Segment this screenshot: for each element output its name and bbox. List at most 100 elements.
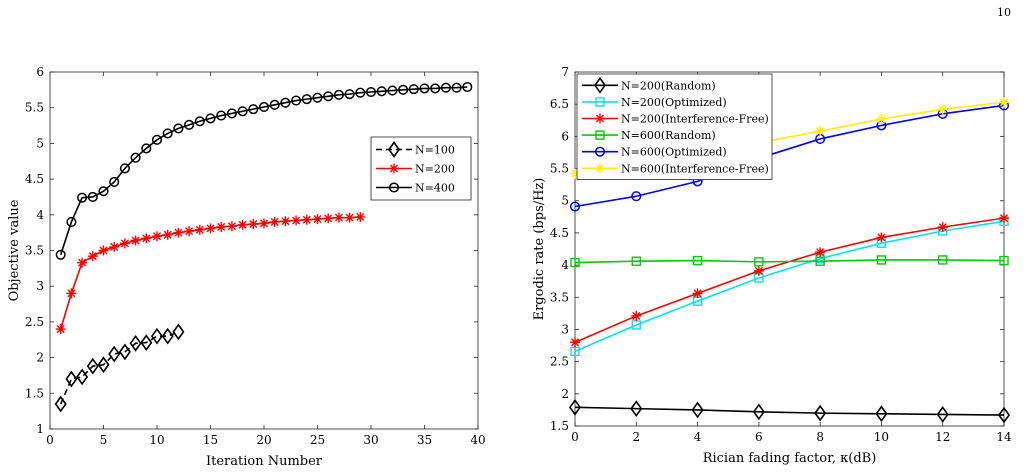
data-point: [259, 218, 269, 229]
data-point: [323, 213, 334, 224]
legend-marker: [593, 76, 607, 94]
legend-entry: N=200(Optimized): [621, 96, 727, 109]
data-point: [141, 143, 152, 154]
x-tick-label: 15: [203, 433, 218, 447]
legend-1: N=100 N=200 N=400: [370, 136, 472, 201]
data-point: [569, 201, 581, 212]
y-tick-label: 4.5: [550, 226, 569, 240]
data-point: [173, 123, 184, 134]
x-axis-label: Rician fading factor, κ(dB): [703, 451, 877, 466]
x-tick-label: 4: [694, 430, 702, 444]
legend-entry: N=600(Random): [621, 129, 716, 142]
x-tick-label: 0: [46, 433, 54, 447]
data-point: [248, 104, 259, 115]
legend-2: N=200(Random) N=200(Optimized) N=200(Inter…: [576, 73, 773, 180]
data-point: [280, 97, 291, 108]
data-point: [55, 249, 66, 260]
data-point: [323, 91, 334, 102]
x-tick-label: 8: [816, 430, 824, 444]
data-point: [248, 219, 259, 230]
y-tick-label: 3: [36, 279, 44, 293]
data-point: [440, 82, 451, 93]
data-point: [205, 113, 216, 124]
y-tick-label: 5: [561, 194, 569, 208]
series-line: [574, 406, 1005, 416]
data-point: [108, 345, 121, 363]
data-point: [237, 219, 248, 230]
data-point: [129, 334, 142, 352]
data-point: [226, 108, 237, 119]
data-point: [140, 334, 153, 351]
data-point: [814, 404, 827, 422]
data-point: [65, 370, 78, 388]
data-point: [568, 398, 582, 416]
data-point: [875, 405, 888, 423]
y-tick-label: 7: [561, 65, 569, 79]
data-point: [77, 192, 88, 203]
y-axis-label: Ergodic rate (bps/Hz): [532, 178, 547, 321]
data-point: [216, 110, 227, 121]
data-point: [754, 257, 764, 267]
legend-entry: N=200(Interference-Free): [621, 113, 769, 126]
y-tick-label: 4: [561, 258, 569, 272]
data-point: [344, 89, 355, 100]
x-tick-label: 10: [149, 433, 164, 447]
data-point: [815, 247, 826, 258]
legend-box: [576, 73, 773, 180]
legend-entry: N=600(Interference-Free): [621, 162, 769, 175]
data-point: [815, 256, 825, 266]
series-line: [574, 104, 1005, 208]
data-point: [344, 212, 355, 223]
data-point: [98, 245, 109, 256]
x-tick-label: 5: [100, 433, 108, 447]
data-point: [630, 400, 643, 417]
data-point: [119, 163, 130, 174]
data-point: [753, 265, 764, 276]
data-point: [631, 191, 642, 202]
y-tick-label: 5: [36, 136, 44, 150]
series-N=100: [54, 323, 185, 413]
x-tick-label: 20: [256, 433, 271, 447]
data-point: [130, 235, 141, 246]
data-point: [631, 256, 641, 266]
data-point: [76, 368, 89, 386]
x-tick-label: 12: [935, 430, 950, 444]
data-point: [355, 87, 366, 98]
y-tick-label: 3.5: [550, 290, 569, 304]
y-tick-label: 3.5: [25, 244, 44, 258]
data-point: [216, 221, 227, 232]
data-point: [387, 85, 398, 96]
series-line: [59, 331, 179, 405]
data-point: [54, 395, 67, 413]
legend-entry: N=600(Optimized): [621, 146, 727, 159]
data-point: [333, 212, 344, 223]
y-tick-label: 2.5: [550, 355, 569, 369]
x-tick-label: 35: [417, 433, 432, 447]
legend-marker: [595, 163, 605, 174]
data-point: [98, 186, 109, 197]
legend-entry: N=200(Random): [621, 79, 716, 92]
y-tick-label: 1: [36, 422, 44, 436]
data-point: [77, 257, 88, 268]
data-point: [66, 288, 77, 299]
data-point: [237, 106, 248, 117]
data-point: [86, 357, 99, 375]
data-point: [876, 255, 887, 265]
data-point: [999, 255, 1009, 266]
data-point: [398, 84, 409, 95]
x-tick-label: 0: [571, 430, 579, 444]
data-point: [301, 214, 312, 225]
data-point: [333, 89, 344, 100]
data-point: [66, 216, 77, 227]
data-point: [269, 216, 280, 227]
data-point: [109, 241, 120, 252]
data-point: [118, 343, 131, 361]
y-tick-label: 1.5: [25, 386, 44, 400]
y-tick-label: 1.5: [550, 419, 569, 433]
series-line: [574, 220, 1005, 353]
data-point: [161, 327, 174, 345]
data-point: [173, 227, 184, 238]
series-N=600(Random): [570, 255, 1009, 268]
x-tick-label: 40: [470, 433, 485, 447]
